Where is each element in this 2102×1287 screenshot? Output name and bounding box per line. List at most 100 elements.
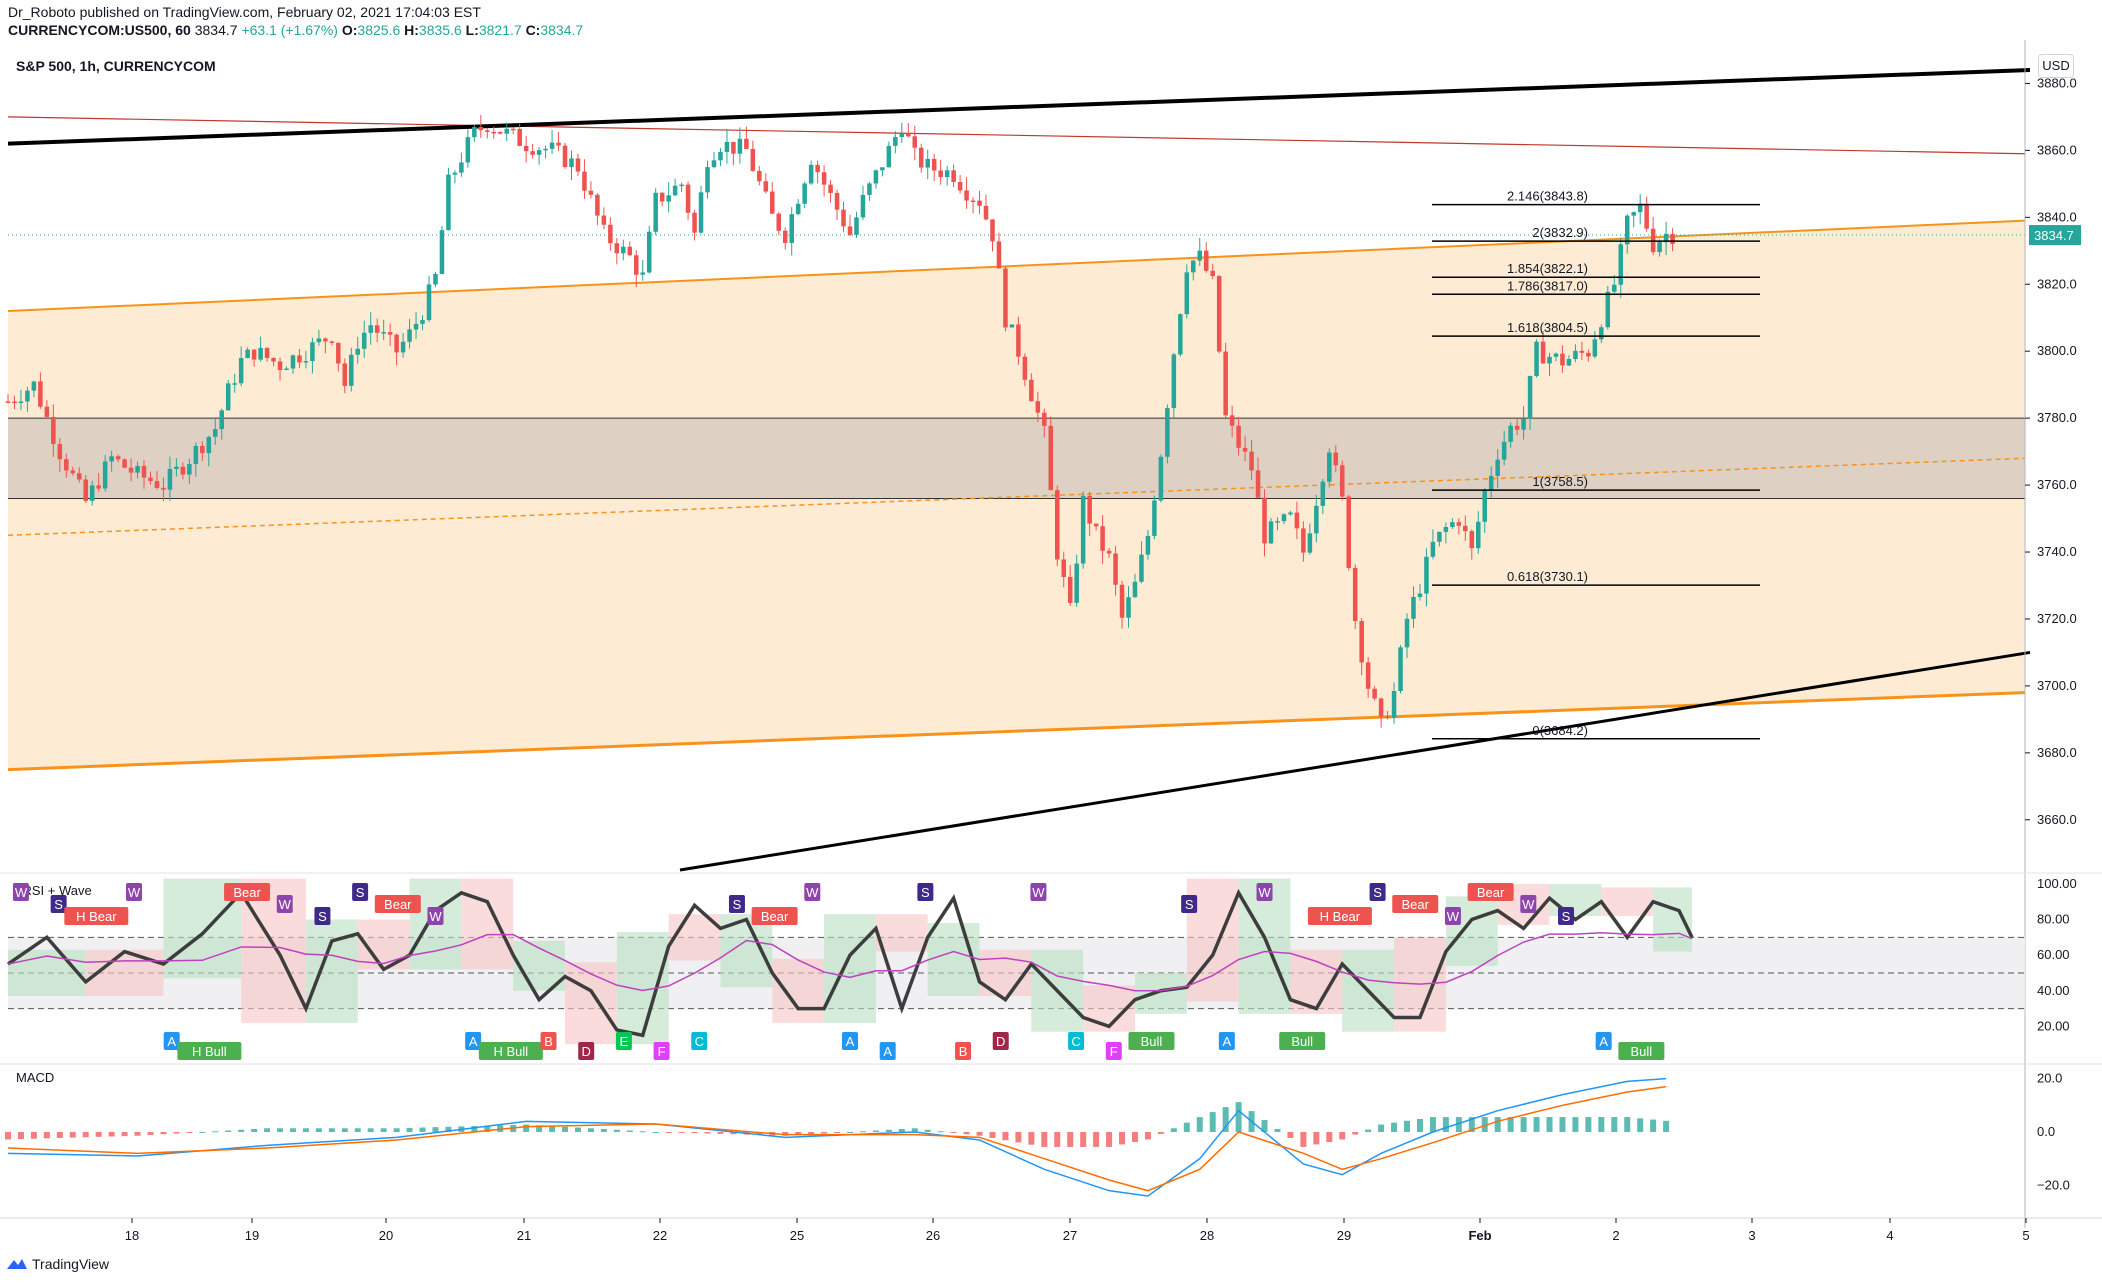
macd-histogram-bar [756,1132,763,1135]
macd-histogram-bar [341,1128,348,1132]
time-tick-label: 29 [1337,1228,1351,1243]
signal-label: Bear [233,885,261,900]
signal-label: W [279,897,292,912]
crsi-tick-label: 20.00 [2037,1018,2070,1033]
candle-down [530,151,535,155]
macd-histogram-bar [847,1132,853,1133]
macd-histogram-bar [302,1128,309,1132]
candle-down [556,142,561,146]
signal-marker [540,1032,557,1050]
wave-band [461,878,514,970]
candle-up [1482,490,1488,522]
candle-down [1242,447,1248,452]
signal-marker [804,883,821,901]
candle-down [1016,324,1021,357]
close-value: 3834.7 [540,22,584,38]
candle-down [633,255,639,275]
time-tick-label: 5 [2022,1228,2029,1243]
signal-marker [224,883,271,901]
candle-down [1035,401,1041,413]
macd-tick-label: −20.0 [2037,1177,2070,1192]
macd-histogram-bar [1300,1132,1307,1147]
candle-down [523,145,529,152]
candle-down [1216,276,1222,352]
macd-histogram-bar [1442,1117,1449,1132]
candle-down [510,128,516,131]
macd-histogram-bar [445,1126,452,1132]
macd-histogram-bar [289,1128,296,1132]
signal-marker [842,1032,858,1050]
macd-histogram-bar [1106,1132,1113,1147]
macd-histogram-bar [626,1130,633,1132]
time-tick-label: 18 [125,1228,139,1243]
lower-trend-line [679,650,2031,872]
candle-down [996,241,1002,269]
candle-down [44,406,50,417]
candle-up [1475,521,1481,549]
wave-band [1290,949,1343,1014]
low-label: L: [465,22,479,38]
price-tick-label: 3860.0 [2037,142,2077,157]
macd-histogram-bar [963,1132,970,1135]
signal-label: A [846,1034,855,1049]
candle-up [640,272,646,275]
red-resistance-line [7,116,2026,155]
macd-histogram-bar [730,1132,737,1135]
candle-up [1527,375,1533,419]
macd-histogram-bar [1520,1117,1527,1132]
low-value: 3821.7 [478,22,522,38]
candle-down [970,200,976,203]
macd-histogram-bar [199,1132,206,1133]
macd-histogram-bar [5,1132,11,1140]
candle-down [1346,496,1351,568]
macd-histogram-bar [277,1128,284,1132]
signal-label: H Bear [1320,909,1361,924]
candle-up [653,192,658,232]
candle-down [51,416,56,444]
macd-histogram-bar [885,1129,892,1132]
macd-histogram-bar [782,1132,789,1136]
candle-up [400,341,406,353]
price-tick-label: 3880.0 [2037,75,2077,90]
macd-histogram-bar [95,1132,102,1137]
candle-down [271,358,276,362]
price-tick-label: 3800.0 [2037,343,2077,358]
candle-up [361,332,367,349]
currency-button[interactable]: USD [2038,54,2074,78]
time-tick-label: 22 [653,1228,667,1243]
candle-down [251,349,257,360]
signal-marker [1181,895,1198,913]
candle-down [1029,379,1034,402]
signal-label: S [356,885,365,900]
candle-up [808,164,814,184]
candle-down [951,170,956,183]
candle-up [355,348,361,355]
macd-histogram-bar [225,1130,232,1132]
macd-histogram-bar [1650,1119,1657,1132]
candle-down [1093,523,1099,527]
macd-histogram-bar [613,1129,620,1132]
macd-histogram-bar [1624,1117,1631,1132]
signal-label: Bull [1631,1044,1653,1059]
candle-up [193,446,199,465]
macd-histogram-bar [704,1132,711,1134]
candle-up [504,128,509,134]
macd-histogram-bar [523,1124,530,1132]
wave-band [1445,896,1498,966]
macd-histogram-bar [1131,1132,1138,1142]
candle-up [893,137,898,146]
macd-histogram-bar [82,1132,89,1138]
candle-up [245,349,250,359]
candle-up [867,183,872,195]
price-tick-label: 3720.0 [2037,611,2077,626]
crsi-line [7,888,1694,1038]
candle-down [659,192,665,202]
macd-histogram-bar [652,1132,659,1133]
candle-up [1534,341,1539,376]
signal-marker [691,1032,708,1050]
signal-label: Bear [384,897,412,912]
candle-down [841,209,846,227]
signal-label: Bull [1141,1034,1163,1049]
candle-down [374,325,380,333]
